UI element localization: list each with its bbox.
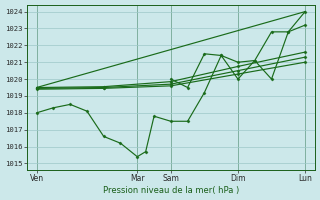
X-axis label: Pression niveau de la mer( hPa ): Pression niveau de la mer( hPa ) [103,186,239,195]
